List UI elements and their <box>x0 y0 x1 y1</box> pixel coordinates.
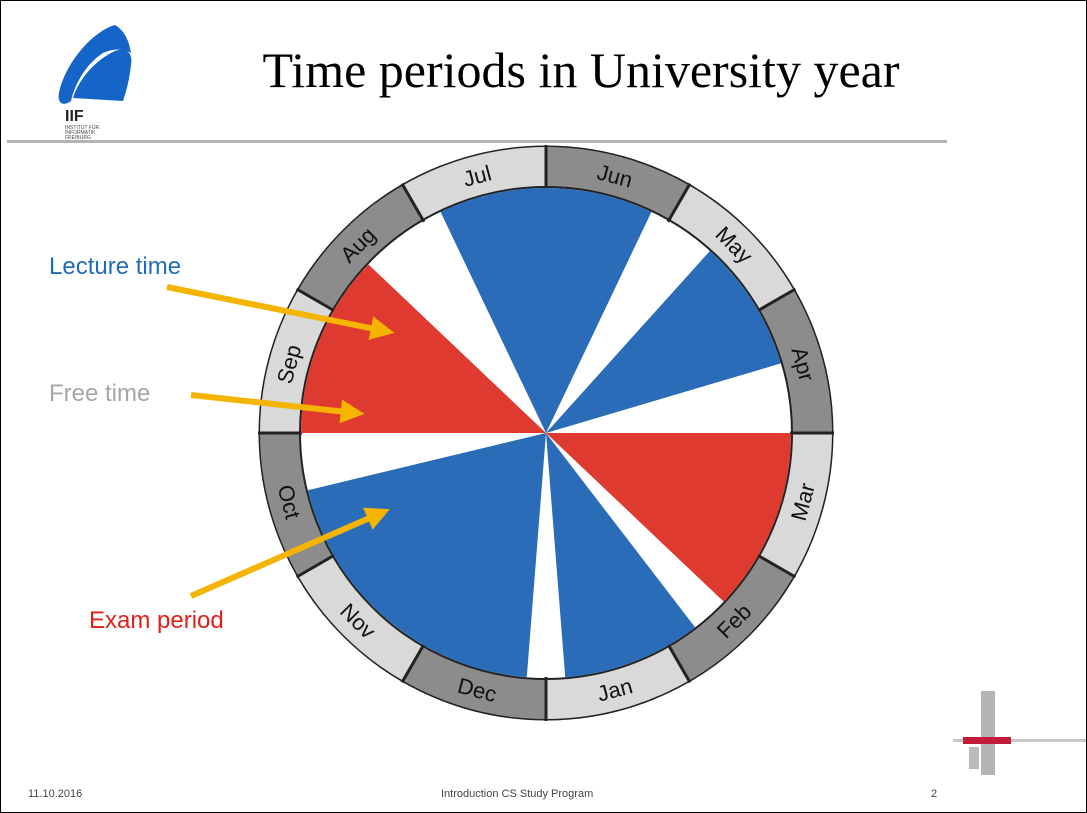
month-divider <box>666 643 692 684</box>
month-segment-aug <box>298 185 423 310</box>
month-segment-sep <box>260 290 333 433</box>
logo-text-main: IIF <box>65 108 84 125</box>
title-divider <box>7 140 947 143</box>
period-wedge-lecture <box>546 433 696 678</box>
arrow-lecture-time <box>166 284 395 340</box>
month-segment-nov <box>298 556 423 681</box>
month-segment-feb <box>669 556 794 681</box>
logo-text-line1: INSTITUT FÜR <box>65 124 99 131</box>
footer-title: Introduction CS Study Program <box>441 788 594 800</box>
legend-arrows <box>166 284 395 599</box>
period-wedge-lecture <box>546 250 781 433</box>
logo-mark <box>58 25 132 104</box>
month-segment-jun <box>546 147 689 220</box>
month-divider <box>295 287 336 313</box>
university-mark <box>953 691 1086 775</box>
month-divider <box>400 182 426 223</box>
legend-exam-period: Exam period <box>89 607 224 634</box>
month-segment-jan <box>546 646 689 719</box>
month-segment-dec <box>403 646 546 719</box>
iif-logo: IIF INSTITUT FÜR INFORMATIK FREIBURG <box>58 25 132 141</box>
period-wedge-exam <box>546 433 791 602</box>
month-divider <box>666 182 692 223</box>
month-divider <box>400 643 426 684</box>
month-segment-apr <box>759 290 832 433</box>
arrow-exam-period <box>189 507 390 599</box>
month-segment-jul <box>403 147 546 220</box>
month-divider <box>756 553 797 579</box>
arrow-free-time <box>190 392 365 424</box>
footer-date: 11.10.2016 <box>28 788 83 800</box>
slide-title: Time periods in University year <box>262 42 900 98</box>
month-divider <box>756 287 797 313</box>
logo-text-line3: FREIBURG <box>65 135 91 141</box>
period-wedge-exam <box>301 264 546 433</box>
logo-text-line2: INFORMATIK <box>65 130 96 136</box>
footer-page-number: 2 <box>931 788 938 800</box>
month-segment-may <box>669 185 794 310</box>
period-wedge-lecture <box>440 188 652 433</box>
legend-lecture-time: Lecture time <box>49 253 182 280</box>
legend-free-time: Free time <box>49 380 151 407</box>
month-segment-mar <box>759 433 832 576</box>
month-divider <box>295 553 336 579</box>
period-wedge-lecture <box>307 433 546 678</box>
